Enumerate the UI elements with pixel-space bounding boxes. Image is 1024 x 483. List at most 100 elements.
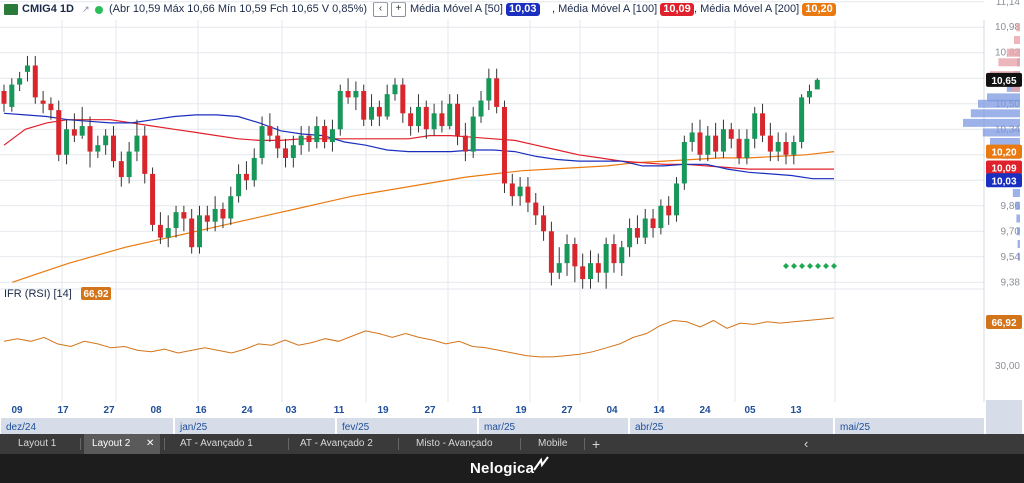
ma200-axis-badge: [986, 144, 1022, 159]
ma50-axis-badge: [986, 173, 1022, 188]
candle-body: [814, 79, 820, 90]
layout-tabbar: Layout 1 Layout 2 ✕ AT - Avançado 1 AT - …: [0, 434, 1024, 454]
candle-body: [619, 247, 625, 264]
nelogica-logo-icon: [533, 456, 549, 471]
candle-body: [24, 65, 30, 72]
axis-corner: [986, 400, 1022, 434]
rsi-value-badge: [81, 287, 111, 300]
candle-body: [767, 135, 773, 152]
candle-body: [157, 224, 163, 238]
candle-body: [87, 126, 93, 152]
price-tick-label: 9,70: [1001, 226, 1021, 237]
candle-body: [760, 113, 766, 136]
tab-misto-avancado[interactable]: Misto - Avançado: [416, 438, 493, 449]
candle-body: [791, 142, 797, 155]
signal-marker: [783, 263, 789, 269]
volume-profile-bar: [1016, 214, 1020, 223]
candle-body: [517, 186, 523, 197]
tab-mobile[interactable]: Mobile: [538, 438, 568, 449]
month-label: dez/24: [6, 422, 36, 433]
candle-body: [501, 106, 507, 184]
candle-body: [103, 135, 109, 146]
candle-body: [17, 78, 23, 85]
price-tick-label: 9,54: [1001, 252, 1021, 263]
candle-body: [56, 110, 62, 155]
candle-body: [322, 126, 328, 143]
date-tick-label: 11: [472, 405, 483, 416]
candle-body: [353, 91, 359, 98]
date-tick-label: 03: [285, 405, 297, 416]
candle-body: [64, 129, 70, 155]
candle-body: [689, 132, 695, 143]
candle-body: [423, 106, 429, 130]
tab-at-avancado-2[interactable]: AT - Avançado 2: [300, 438, 373, 449]
candle-body: [634, 228, 640, 238]
volume-profile-bar: [970, 109, 1020, 118]
link-icon[interactable]: ↗: [82, 4, 90, 14]
candle-body: [447, 103, 453, 127]
rsi-tick-label: 30,00: [995, 361, 1020, 372]
volume-profile-bar: [1006, 48, 1020, 57]
candle-body: [267, 126, 273, 136]
chart-header: CMIG4 1D ↗ (Abr 10,59 Máx 10,66 Mín 10,5…: [0, 0, 984, 20]
tab-at-avancado-1[interactable]: AT - Avançado 1: [180, 438, 253, 449]
month-label: jan/25: [179, 422, 208, 433]
rsi-label: IFR (RSI) [14]: [4, 288, 72, 300]
candle-body: [408, 113, 414, 127]
candle-body: [40, 100, 46, 104]
candle-body: [173, 212, 179, 229]
candle-body: [564, 244, 570, 264]
candle-body: [681, 142, 687, 184]
candle-body: [306, 135, 312, 143]
date-tick-label: 17: [57, 405, 69, 416]
ma200-axis-badge-text: 10,20: [991, 148, 1016, 159]
tab-layout-2[interactable]: Layout 2 ✕: [84, 434, 160, 454]
candle-body: [1, 91, 7, 104]
volume-profile-bar: [987, 93, 1020, 102]
add-tab-icon[interactable]: +: [592, 436, 601, 452]
volume-profile-bar: [990, 138, 1020, 147]
volume-profile-bar: [1018, 252, 1020, 261]
ma50-axis-badge-text: 10,03: [991, 176, 1016, 187]
month-label: mar/25: [484, 422, 516, 433]
volume-profile-bar: [1016, 23, 1020, 32]
ma200-value-badge: 10,20: [802, 3, 836, 16]
collapse-tabs-icon[interactable]: ‹: [804, 436, 809, 451]
candle-body: [118, 161, 124, 178]
month-label: fev/25: [342, 422, 370, 433]
close-tab-icon[interactable]: ✕: [146, 438, 155, 449]
candle-body: [415, 106, 421, 127]
candle-body: [697, 132, 703, 155]
candle-body: [220, 208, 226, 219]
candle-body: [752, 113, 758, 139]
candle-body: [79, 126, 85, 136]
add-indicator-button[interactable]: +: [391, 2, 406, 17]
candle-body: [275, 135, 281, 149]
rsi-line: [3, 317, 835, 358]
candle-body: [580, 266, 586, 280]
candle-body: [806, 91, 812, 98]
candle-body: [181, 212, 187, 219]
candle-body: [298, 135, 304, 146]
candle-body: [9, 84, 15, 107]
month-label: abr/25: [635, 422, 664, 433]
candle-body: [556, 263, 562, 273]
volume-profile-bar: [1017, 240, 1020, 249]
tab-layout-1[interactable]: Layout 1: [18, 438, 57, 449]
ma100-axis-badge: [986, 160, 1022, 175]
ma200-label: Média Móvel A [200]: [700, 3, 800, 15]
ma100-label: Média Móvel A [100]: [558, 3, 658, 15]
candle-body: [462, 135, 468, 152]
date-tick-label: 27: [424, 405, 436, 416]
symbol-label[interactable]: CMIG4 1D: [22, 3, 74, 15]
ma100-value-badge: 10,09: [660, 3, 694, 16]
date-tick-label: 05: [744, 405, 756, 416]
price-chart[interactable]: 11,1410,9810,8210,6610,5010,3410,1810,02…: [0, 0, 1024, 434]
date-tick-label: 27: [561, 405, 573, 416]
collapse-button[interactable]: ‹: [373, 2, 388, 17]
price-tick-label: 10,98: [995, 22, 1020, 33]
candle-body: [212, 208, 218, 222]
candle-body: [533, 202, 539, 216]
month-label: mai/25: [840, 422, 870, 433]
candle-body: [509, 183, 515, 197]
